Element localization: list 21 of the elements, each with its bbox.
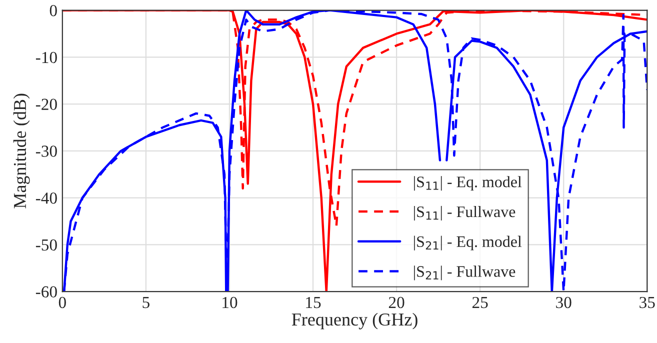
legend-label: |S$_{11}$| - Eq. model xyxy=(414,176,522,191)
y-tick-label: -10 xyxy=(36,52,57,64)
y-tick-label: -20 xyxy=(36,98,57,110)
x-tick-label: 0 xyxy=(58,296,66,308)
x-tick-label: 25 xyxy=(472,296,488,308)
y-tick-label: -50 xyxy=(36,239,57,251)
x-tick-label: 20 xyxy=(388,296,404,308)
legend-label: |S$_{21}$| - Eq. model xyxy=(414,236,522,250)
legend-label: |S$_{11}$| - Fullwave xyxy=(414,206,516,220)
y-tick-label: 0 xyxy=(50,4,57,16)
legend-label: |S$_{21}$| - Fullwave xyxy=(414,266,516,280)
x-axis-title: Frequency (GHz) xyxy=(292,312,418,330)
y-tick-label: -30 xyxy=(36,146,57,157)
x-tick-label: 5 xyxy=(142,297,150,308)
x-tick-label: 30 xyxy=(556,296,572,308)
x-tick-label: 15 xyxy=(306,296,321,308)
y-tick-label: -40 xyxy=(36,192,57,204)
y-axis-title: Magnitude (dB) xyxy=(13,94,30,208)
x-tick-label: 10 xyxy=(222,296,238,308)
x-tick-label: 35 xyxy=(640,296,655,308)
y-tick-label: -60 xyxy=(36,286,57,298)
